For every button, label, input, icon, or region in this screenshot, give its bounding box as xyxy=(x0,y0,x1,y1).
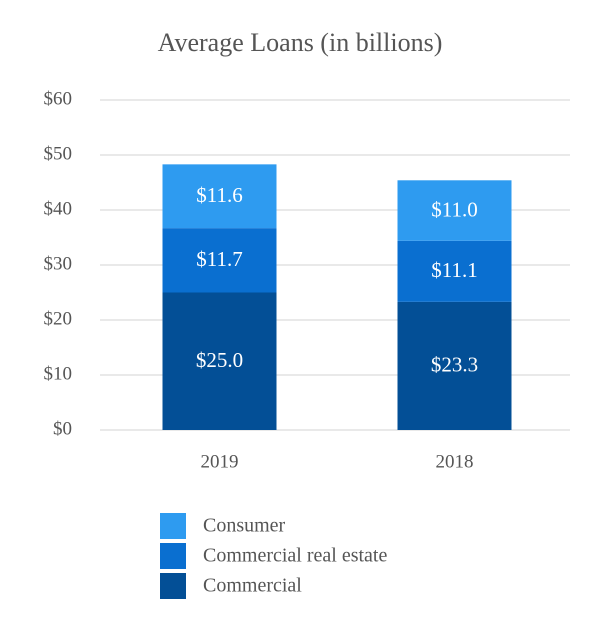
legend-swatch xyxy=(160,543,186,569)
bar-segment xyxy=(397,180,512,241)
legend-label: Commercial xyxy=(203,575,302,597)
y-tick-label: $50 xyxy=(44,143,73,164)
data-label: $11.0 xyxy=(431,197,477,221)
y-tick-label: $0 xyxy=(53,418,72,439)
y-tick-label: $20 xyxy=(44,308,73,329)
x-tick-label: 2018 xyxy=(436,451,474,472)
bar-segment xyxy=(162,228,277,293)
y-tick-label: $60 xyxy=(44,88,73,109)
y-tick-label: $30 xyxy=(44,253,73,274)
legend-label: Commercial real estate xyxy=(203,545,387,567)
data-label: $25.0 xyxy=(196,348,243,372)
y-tick-label: $40 xyxy=(44,198,73,219)
legend-swatch xyxy=(160,573,186,599)
bar-segment xyxy=(162,292,277,430)
bar-segment xyxy=(397,301,512,430)
data-label: $11.1 xyxy=(431,258,477,282)
chart-title: Average Loans (in billions) xyxy=(158,28,443,57)
data-label: $11.7 xyxy=(196,247,242,271)
legend-swatch xyxy=(160,513,186,539)
x-tick-label: 2019 xyxy=(201,451,239,472)
bar-segment xyxy=(397,240,512,302)
data-label: $11.6 xyxy=(196,183,242,207)
bar-segment xyxy=(162,164,277,229)
y-tick-label: $10 xyxy=(44,363,73,384)
legend-label: Consumer xyxy=(203,515,286,537)
data-label: $23.3 xyxy=(431,353,478,377)
